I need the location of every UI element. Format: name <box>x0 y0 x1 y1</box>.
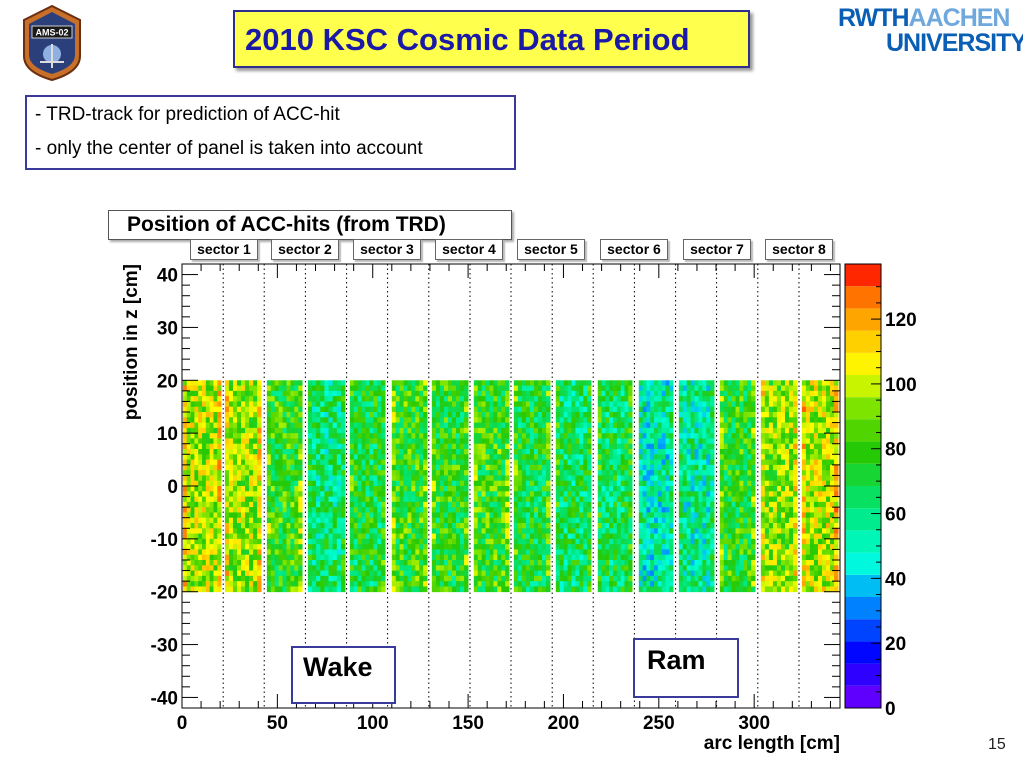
color-scale-bin <box>845 352 881 375</box>
color-scale-bin <box>845 397 881 420</box>
panel-8 <box>473 380 510 593</box>
y-tick-label: -20 <box>151 583 178 604</box>
panel-12 <box>638 380 674 593</box>
plot-title-box: Position of ACC-hits (from TRD) <box>108 210 512 240</box>
sector-label-4: sector 4 <box>435 239 503 260</box>
z-tick-label: 20 <box>885 634 906 655</box>
university-logo: RWTHAACHEN UNIVERSITY <box>838 4 1023 56</box>
x-tick-label: 50 <box>267 713 288 734</box>
y-tick-label: 20 <box>157 371 178 392</box>
brand-right: AACHEN <box>908 4 1011 32</box>
ram-label: Ram <box>647 645 706 675</box>
sector-label-3: sector 3 <box>353 239 421 260</box>
color-scale-bin <box>845 597 881 620</box>
sector-label-2: sector 2 <box>271 239 339 260</box>
page-number: 15 <box>988 736 1006 753</box>
panel-14 <box>719 380 756 593</box>
sector-label-7: sector 7 <box>683 239 751 260</box>
x-tick-label: 300 <box>738 713 770 734</box>
panel-10 <box>555 380 592 593</box>
y-tick-label: -10 <box>151 530 178 551</box>
slide-title: 2010 KSC Cosmic Data Period <box>245 22 690 57</box>
panel-9 <box>513 380 551 593</box>
y-tick-label: 40 <box>157 266 178 287</box>
color-scale-bin <box>845 486 881 509</box>
notes-box: - TRD-track for prediction of ACC-hit - … <box>25 95 516 170</box>
z-tick-label: 0 <box>885 699 896 720</box>
color-scale-bin <box>845 508 881 531</box>
panel-2 <box>224 380 262 593</box>
x-tick-label: 200 <box>548 713 580 734</box>
color-scale-bin <box>845 308 881 331</box>
note-2: - only the center of panel is taken into… <box>35 138 423 159</box>
panel-7 <box>431 380 469 593</box>
panel-13 <box>678 380 715 593</box>
x-axis-label: arc length [cm] <box>704 733 840 754</box>
brand-bottom: UNIVERSITY <box>886 29 1023 57</box>
x-tick-label: 100 <box>357 713 389 734</box>
sector-label-8: sector 8 <box>765 239 833 260</box>
color-scale-bin <box>845 685 881 708</box>
panel-15 <box>760 380 798 593</box>
wake-label: Wake <box>303 652 373 682</box>
panel-4 <box>307 380 346 593</box>
sector-label-5: sector 5 <box>517 239 585 260</box>
color-scale-bin <box>845 330 881 353</box>
panel-1 <box>182 380 222 593</box>
z-tick-label: 100 <box>885 375 917 396</box>
ams-02-mission-patch: AMS-02 <box>20 4 84 87</box>
color-scale-bin <box>845 530 881 553</box>
color-scale-bin <box>845 441 881 464</box>
panel-16 <box>801 380 839 593</box>
color-scale-bin <box>845 574 881 597</box>
color-scale-bin <box>845 663 881 686</box>
note-1: - TRD-track for prediction of ACC-hit <box>35 104 340 125</box>
y-tick-label: -40 <box>151 688 178 709</box>
y-tick-label: -30 <box>151 636 178 657</box>
color-scale-bin <box>845 619 881 642</box>
brand-left: RWTH <box>838 4 910 32</box>
y-tick-label: 30 <box>157 318 178 339</box>
color-scale-bin <box>845 264 881 287</box>
panel-3 <box>266 380 303 593</box>
plot-title: Position of ACC-hits (from TRD) <box>127 213 446 236</box>
sector-label-1: sector 1 <box>190 239 258 260</box>
y-tick-label: 10 <box>157 424 178 445</box>
color-scale-bin <box>845 463 881 486</box>
panel-5 <box>349 380 386 593</box>
panel-6 <box>391 380 428 593</box>
badge-text: AMS-02 <box>35 28 68 38</box>
z-tick-label: 60 <box>885 505 906 526</box>
sector-label-6: sector 6 <box>600 239 668 260</box>
z-tick-label: 120 <box>885 310 917 331</box>
color-scale-bin <box>845 641 881 664</box>
ram-box <box>633 638 739 698</box>
y-tick-label: 0 <box>167 477 178 498</box>
color-scale-frame <box>844 263 882 709</box>
y-axis-label: position in z [cm] <box>121 264 142 420</box>
z-tick-label: 80 <box>885 440 906 461</box>
panel-11 <box>597 380 633 593</box>
x-tick-label: 0 <box>177 713 188 734</box>
z-tick-label: 40 <box>885 569 906 590</box>
x-tick-label: 250 <box>643 713 675 734</box>
wake-box <box>291 646 396 704</box>
color-scale-bin <box>845 286 881 309</box>
color-scale-bin <box>845 419 881 442</box>
slide-title-box: 2010 KSC Cosmic Data Period <box>233 10 750 68</box>
color-scale-bin <box>845 552 881 575</box>
color-scale-bin <box>845 375 881 398</box>
x-tick-label: 150 <box>452 713 484 734</box>
